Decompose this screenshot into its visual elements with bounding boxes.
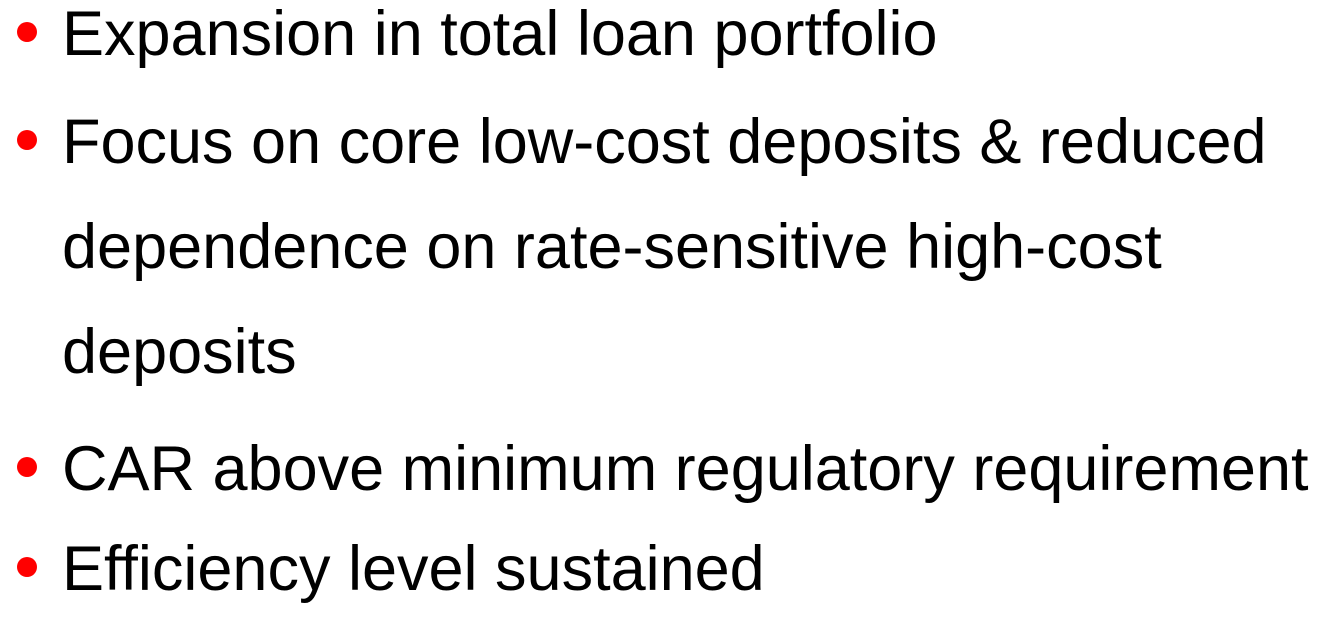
- slide: Expansion in total loan portfolio Focus …: [17, 0, 1334, 604]
- bullet-item: CAR above minimum regulatory requirement: [17, 417, 1334, 522]
- bullet-item: Expansion in total loan portfolio: [17, 0, 1334, 87]
- bullet-item: Efficiency level sustained: [17, 517, 1334, 622]
- bullet-item: Focus on core low-cost deposits & reduce…: [17, 90, 1334, 405]
